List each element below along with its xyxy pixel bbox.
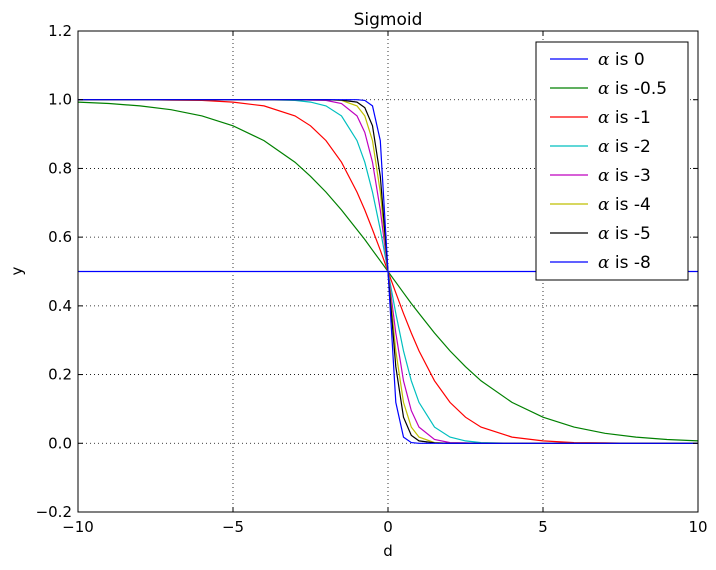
x-tick-label: 10 xyxy=(688,518,707,536)
legend-label: α is -0.5 xyxy=(598,79,667,99)
plot-series xyxy=(77,99,699,444)
x-tick-label: 0 xyxy=(383,518,393,536)
x-axis-label: d xyxy=(383,542,393,560)
legend-label: α is 0 xyxy=(598,50,645,70)
legend-label: α is -4 xyxy=(598,195,651,215)
y-tick-label: 0.6 xyxy=(48,228,72,246)
x-tick-label: 5 xyxy=(538,518,548,536)
legend-label: α is -1 xyxy=(598,108,651,128)
legend: α is 0 α is -0.5 α is -1 α is -2 α is -3 α is… xyxy=(535,41,689,281)
y-tick-label: 0.4 xyxy=(48,297,72,315)
legend-label: α is -3 xyxy=(598,166,651,186)
x-tick-label: −5 xyxy=(222,518,244,536)
y-axis-label: y xyxy=(8,266,26,275)
y-tick-label: −0.2 xyxy=(36,503,72,521)
y-tick-label: 1.2 xyxy=(48,22,72,40)
y-tick-label: 0.8 xyxy=(48,159,72,177)
y-tick-label: 0.0 xyxy=(48,434,72,452)
chart-title: Sigmoid xyxy=(354,10,423,30)
legend-label: α is -5 xyxy=(598,224,651,244)
y-tick-label: 1.0 xyxy=(48,91,72,109)
legend-box xyxy=(535,41,689,281)
x-tick-label: −10 xyxy=(62,518,94,536)
legend-label: α is -2 xyxy=(598,137,651,157)
legend-label: α is -8 xyxy=(598,253,651,273)
series-line-7 xyxy=(78,99,698,444)
plot-frame xyxy=(77,30,699,513)
axis-ticks: −10 −5 0 5 10 −0.2 0.0 0.2 0.4 0.6 0.8 1.0 1.2 xyxy=(36,22,708,536)
y-tick-label: 0.2 xyxy=(48,366,72,384)
